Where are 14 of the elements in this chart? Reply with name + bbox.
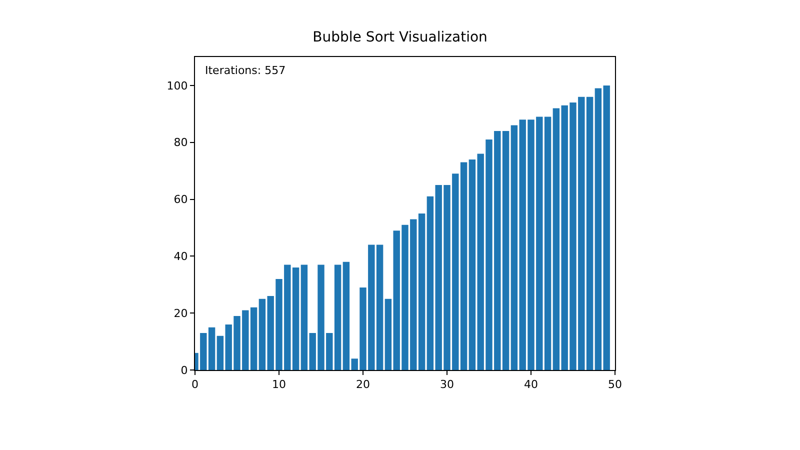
- y-tick-label: 20: [174, 306, 188, 320]
- y-tick-label: 0: [180, 364, 188, 377]
- x-tick-label: 30: [440, 378, 454, 392]
- y-tick-label: 60: [174, 193, 188, 206]
- x-tick-label: 20: [356, 378, 370, 392]
- y-tick-label: 80: [174, 136, 188, 150]
- y-tick-label: 40: [174, 250, 188, 264]
- x-tick-label: 0: [192, 378, 198, 392]
- x-tick-label: 50: [608, 378, 622, 392]
- y-tick-label: 100: [166, 79, 188, 92]
- chart-title: Bubble Sort Visualization: [312, 29, 488, 46]
- x-tick-label: 40: [524, 378, 538, 392]
- x-tick-label: 10: [272, 378, 286, 392]
- annotation: Iterations: 557: [205, 64, 286, 77]
